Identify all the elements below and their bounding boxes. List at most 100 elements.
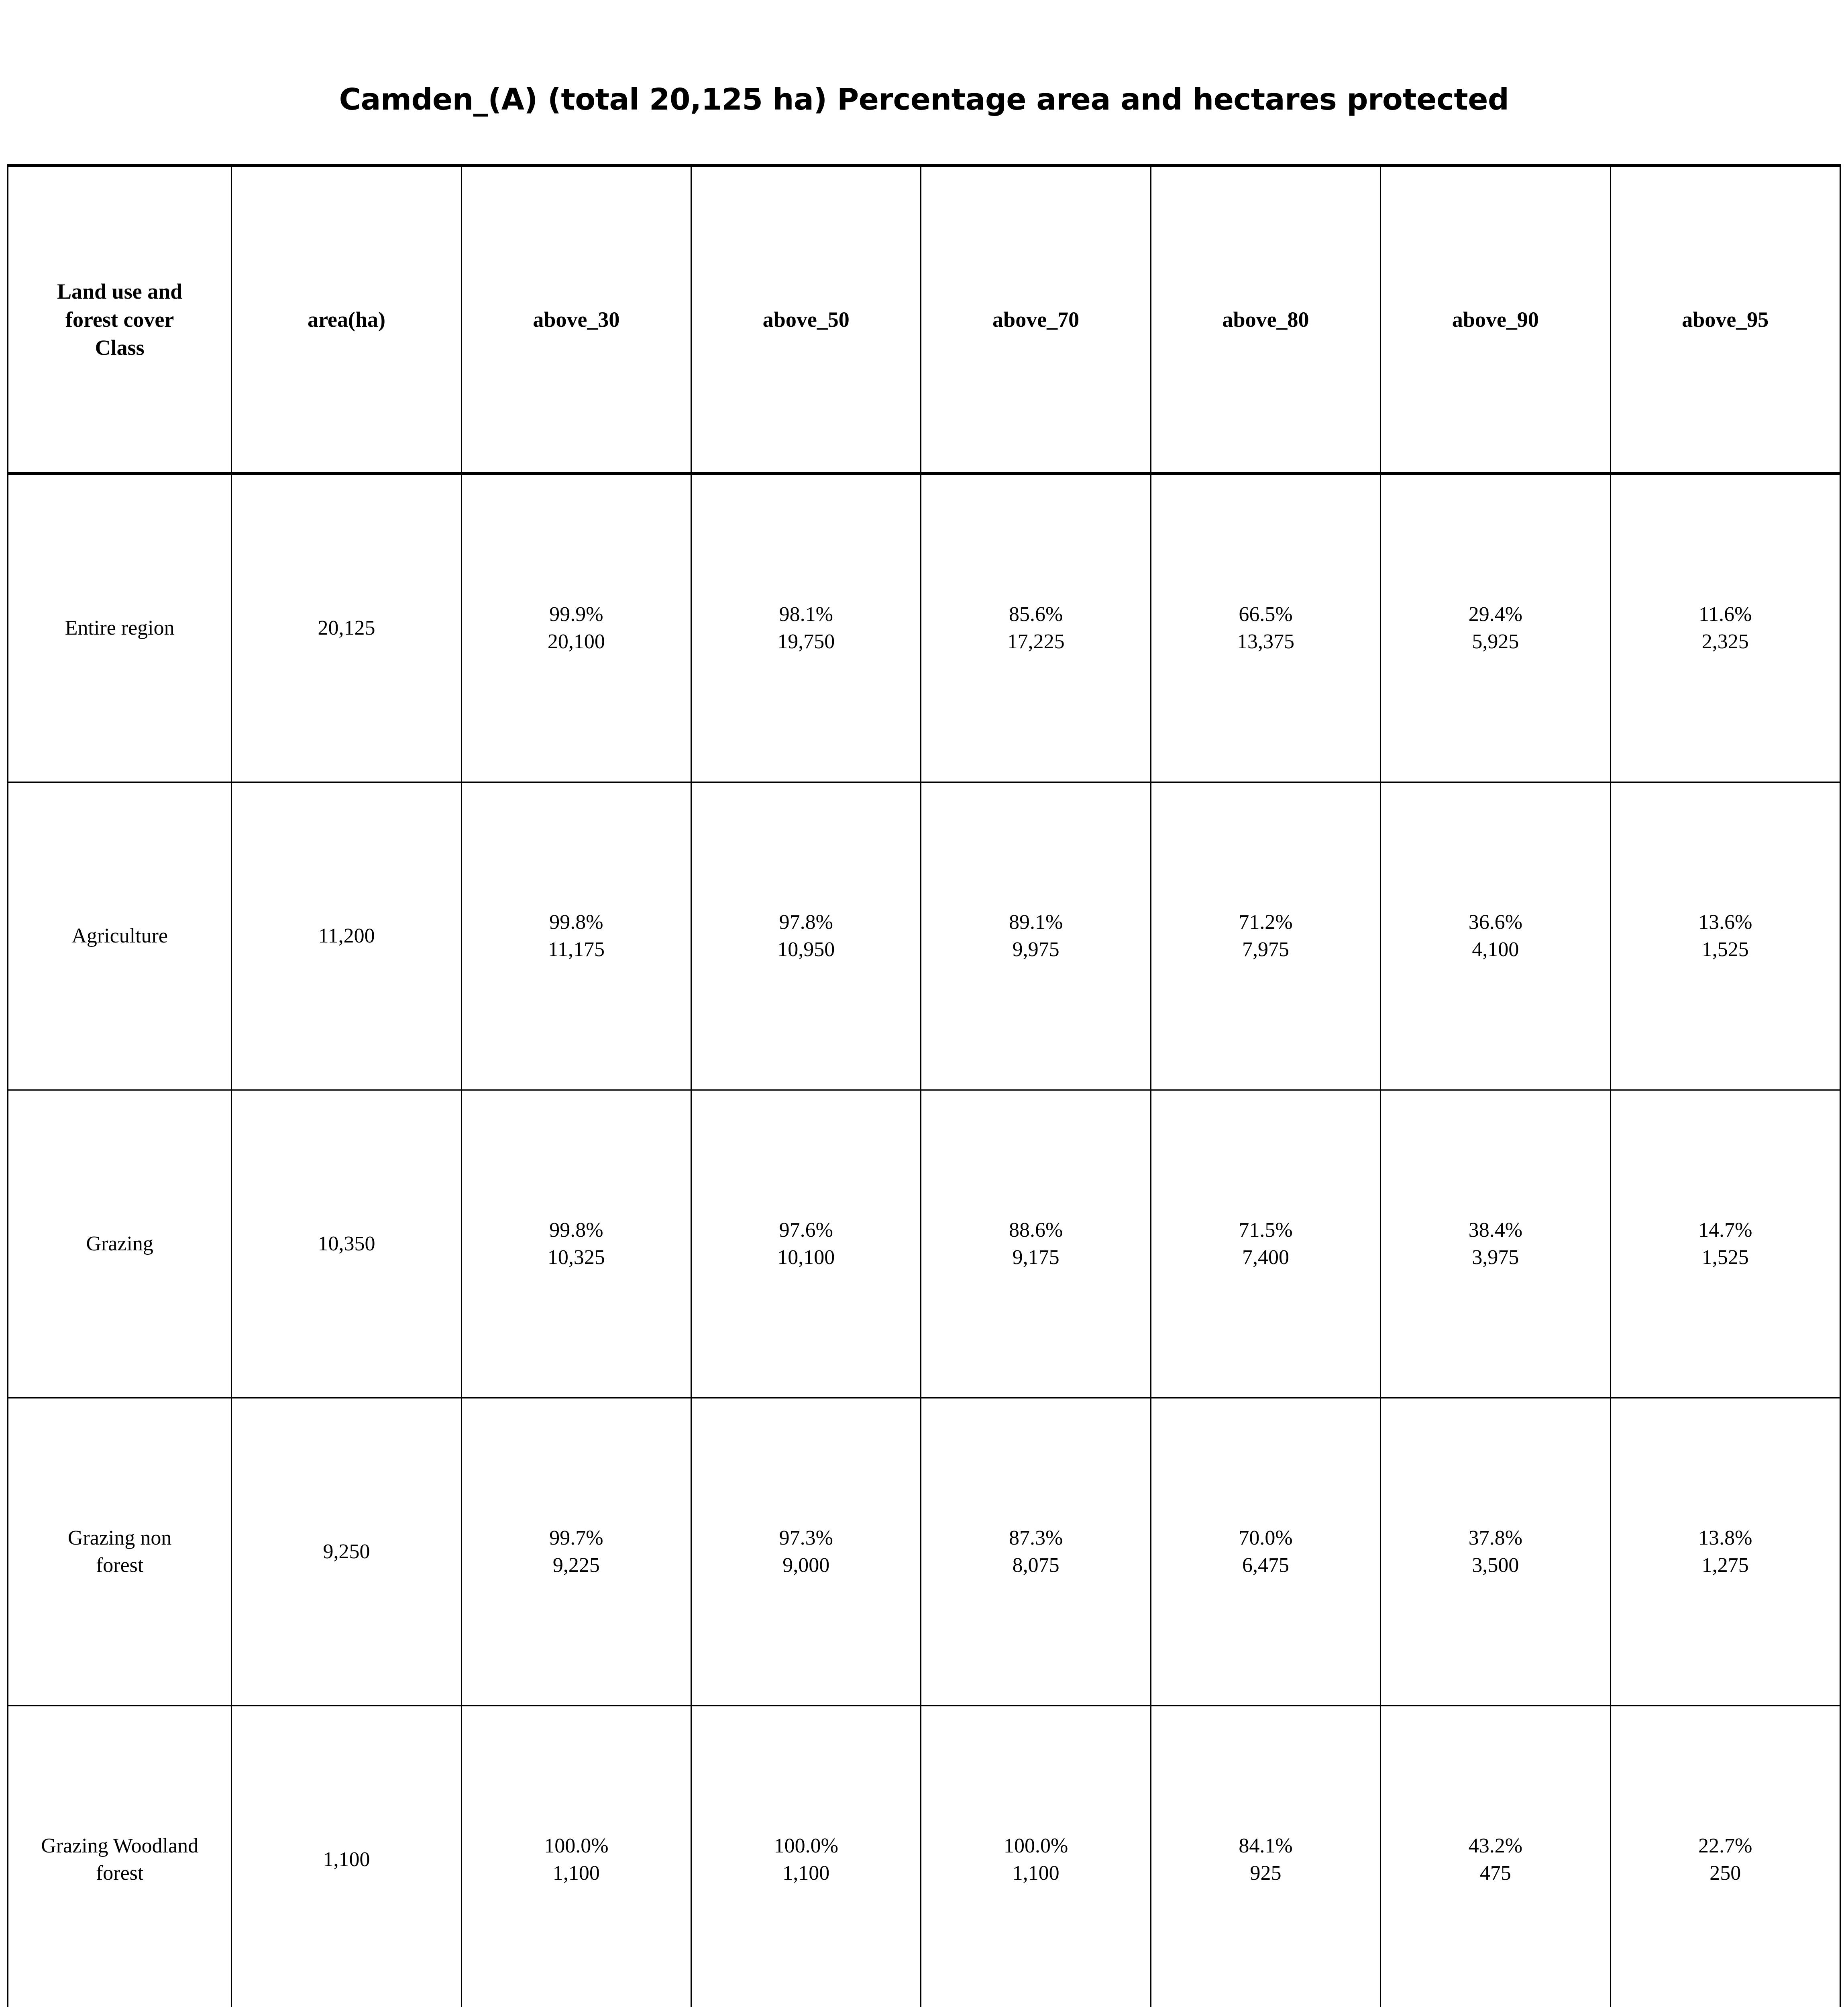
pct-ha-pair: 29.4% 5,925	[1381, 601, 1610, 655]
row-area-value: 1,100	[231, 1706, 462, 2007]
row-threshold-cell: 38.4% 3,975	[1380, 1090, 1611, 1398]
pct-ha-pair: 71.2% 7,975	[1151, 909, 1380, 963]
column-header-above-90: above_90	[1380, 164, 1611, 475]
row-threshold-cell: 43.2% 475	[1380, 1706, 1611, 2007]
hectares-value: 10,100	[777, 1246, 835, 1269]
hectares-value: 9,000	[782, 1554, 830, 1577]
column-header-above-30: above_30	[460, 164, 692, 475]
percentage-value: 87.3%	[1009, 1527, 1063, 1550]
percentage-value: 37.8%	[1468, 1527, 1523, 1550]
row-threshold-cell: 98.1% 19,750	[691, 473, 922, 783]
percentage-value: 43.2%	[1468, 1834, 1523, 1858]
percentage-value: 99.9%	[549, 603, 603, 626]
table-row: Grazing Woodland forest 1,100 100.0% 1,100 1…	[7, 1706, 1841, 2007]
pct-ha-pair: 11.6% 2,325	[1611, 601, 1840, 655]
percentage-value: 22.7%	[1698, 1834, 1752, 1858]
row-threshold-cell: 85.6% 17,225	[920, 473, 1151, 783]
row-threshold-cell: 37.8% 3,500	[1380, 1398, 1611, 1706]
percentage-value: 99.7%	[549, 1527, 603, 1550]
pct-ha-pair: 14.7% 1,525	[1611, 1217, 1840, 1271]
row-class-label: Grazing non forest	[7, 1398, 232, 1706]
hectares-value: 11,175	[548, 938, 605, 961]
row-threshold-cell: 36.6% 4,100	[1380, 782, 1611, 1091]
pct-ha-pair: 38.4% 3,975	[1381, 1217, 1610, 1271]
row-threshold-cell: 97.6% 10,100	[691, 1090, 922, 1398]
row-area-value: 9,250	[231, 1398, 462, 1706]
row-threshold-cell: 99.9% 20,100	[460, 473, 692, 783]
percentage-value: 71.2%	[1239, 911, 1293, 934]
row-threshold-cell: 89.1% 9,975	[920, 782, 1151, 1091]
row-threshold-cell: 97.3% 9,000	[691, 1398, 922, 1706]
pct-ha-pair: 99.9% 20,100	[462, 601, 691, 655]
hectares-value: 2,325	[1701, 630, 1749, 653]
row-class-label: Agriculture	[7, 782, 232, 1091]
pct-ha-pair: 100.0% 1,100	[462, 1832, 691, 1887]
pct-ha-pair: 98.1% 19,750	[692, 601, 920, 655]
column-header-above-80: above_80	[1150, 164, 1381, 475]
row-area-value: 20,125	[231, 473, 462, 783]
pct-ha-pair: 97.3% 9,000	[692, 1525, 920, 1579]
percentage-value: 100.0%	[544, 1834, 609, 1858]
hectares-value: 17,225	[1007, 630, 1065, 653]
row-threshold-cell: 71.5% 7,400	[1150, 1090, 1381, 1398]
row-threshold-cell: 100.0% 1,100	[691, 1706, 922, 2007]
percentage-value: 97.3%	[779, 1527, 833, 1550]
hectares-value: 20,100	[547, 630, 605, 653]
column-header-above-70: above_70	[920, 164, 1151, 475]
percentage-value: 88.6%	[1009, 1219, 1063, 1242]
percentage-value: 100.0%	[1004, 1834, 1068, 1858]
protection-summary-table: Land use and forest cover Class area(ha)…	[7, 164, 1841, 2007]
page-title-line-1: Camden_(A) (total 20,125 ha) Percentage …	[339, 82, 1509, 117]
row-class-label: Grazing Woodland forest	[7, 1706, 232, 2007]
hectares-value: 5,925	[1472, 630, 1519, 653]
percentage-value: 98.1%	[779, 603, 833, 626]
row-threshold-cell: 11.6% 2,325	[1610, 473, 1841, 783]
percentage-value: 11.6%	[1699, 603, 1752, 626]
row-area-value: 11,200	[231, 782, 462, 1091]
percentage-value: 100.0%	[774, 1834, 838, 1858]
hectares-value: 8,075	[1012, 1554, 1059, 1577]
pct-ha-pair: 99.8% 11,175	[462, 909, 691, 963]
hectares-value: 3,975	[1472, 1246, 1519, 1269]
column-header-area: area(ha)	[231, 164, 462, 475]
hectares-value: 1,100	[1012, 1862, 1059, 1885]
pct-ha-pair: 13.8% 1,275	[1611, 1525, 1840, 1579]
hectares-value: 10,325	[547, 1246, 605, 1269]
hectares-value: 1,275	[1701, 1554, 1749, 1577]
hectares-value: 4,100	[1472, 938, 1519, 961]
hectares-value: 1,100	[552, 1862, 600, 1885]
column-header-class: Land use and forest cover Class	[7, 164, 232, 475]
hectares-value: 1,100	[782, 1862, 830, 1885]
percentage-value: 97.8%	[779, 911, 833, 934]
row-threshold-cell: 97.8% 10,950	[691, 782, 922, 1091]
pct-ha-pair: 84.1% 925	[1151, 1832, 1380, 1887]
hectares-value: 250	[1709, 1862, 1741, 1885]
row-threshold-cell: 13.6% 1,525	[1610, 782, 1841, 1091]
table-body: Entire region 20,125 99.9% 20,100 98.1% 19,75…	[7, 473, 1841, 2007]
row-threshold-cell: 70.0% 6,475	[1150, 1398, 1381, 1706]
row-threshold-cell: 84.1% 925	[1150, 1706, 1381, 2007]
hectares-value: 475	[1479, 1862, 1511, 1885]
table-row: Grazing 10,350 99.8% 10,325 97.6% 10,100 88.6%…	[7, 1090, 1841, 1398]
hectares-value: 1,525	[1701, 938, 1749, 961]
pct-ha-pair: 97.8% 10,950	[692, 909, 920, 963]
pct-ha-pair: 43.2% 475	[1381, 1832, 1610, 1887]
row-threshold-cell: 14.7% 1,525	[1610, 1090, 1841, 1398]
row-threshold-cell: 71.2% 7,975	[1150, 782, 1381, 1091]
percentage-value: 71.5%	[1239, 1219, 1293, 1242]
row-threshold-cell: 13.8% 1,275	[1610, 1398, 1841, 1706]
hectares-value: 6,475	[1242, 1554, 1290, 1577]
pct-ha-pair: 97.6% 10,100	[692, 1217, 920, 1271]
pct-ha-pair: 100.0% 1,100	[921, 1832, 1150, 1887]
hectares-value: 7,975	[1242, 938, 1290, 961]
hectares-value: 9,175	[1012, 1246, 1059, 1269]
hectares-value: 13,375	[1237, 630, 1295, 653]
hectares-value: 7,400	[1242, 1246, 1290, 1269]
pct-ha-pair: 70.0% 6,475	[1151, 1525, 1380, 1579]
row-threshold-cell: 99.8% 10,325	[460, 1090, 692, 1398]
row-threshold-cell: 88.6% 9,175	[920, 1090, 1151, 1398]
pct-ha-pair: 88.6% 9,175	[921, 1217, 1150, 1271]
pct-ha-pair: 89.1% 9,975	[921, 909, 1150, 963]
row-threshold-cell: 100.0% 1,100	[460, 1706, 692, 2007]
